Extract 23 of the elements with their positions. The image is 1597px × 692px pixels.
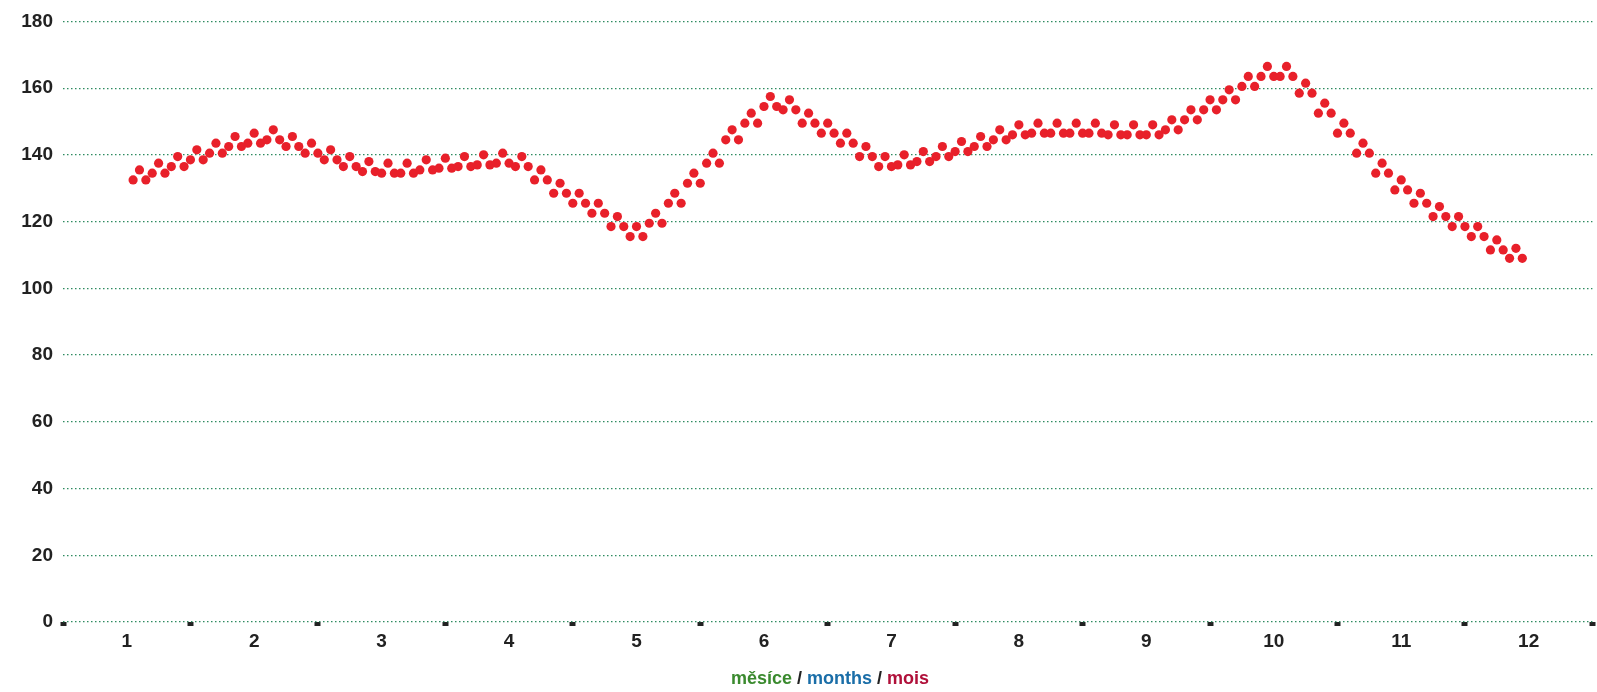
x-tick-label: 12 bbox=[1518, 629, 1540, 651]
y-tick-label: 120 bbox=[21, 209, 53, 231]
x-tick-label: 2 bbox=[248, 629, 260, 651]
x-tick-label: 9 bbox=[1141, 629, 1152, 651]
x-tick-label: 4 bbox=[503, 629, 515, 651]
y-tick-label: 0 bbox=[42, 610, 53, 632]
y-tick-label: 80 bbox=[31, 343, 53, 365]
y-tick-label: 180 bbox=[21, 9, 53, 31]
y-tick-label: 60 bbox=[31, 410, 53, 432]
y-tick-label: 20 bbox=[31, 543, 53, 565]
x-axis-title: měsíce / months / mois bbox=[730, 668, 930, 688]
y-tick-label: 40 bbox=[31, 476, 53, 498]
x-tick-label: 6 bbox=[758, 629, 770, 651]
x-tick-label: 3 bbox=[376, 629, 387, 651]
y-tick-label: 100 bbox=[21, 276, 53, 298]
x-tick-label: 1 bbox=[121, 629, 133, 651]
x-tick-label: 8 bbox=[1013, 629, 1025, 651]
x-tick-label: 5 bbox=[631, 629, 643, 651]
x-tick-label: 7 bbox=[886, 629, 897, 651]
y-tick-label: 140 bbox=[21, 143, 53, 165]
x-tick-label: 10 bbox=[1263, 629, 1285, 651]
y-tick-label: 160 bbox=[21, 76, 53, 98]
x-tick-label: 11 bbox=[1391, 629, 1412, 651]
